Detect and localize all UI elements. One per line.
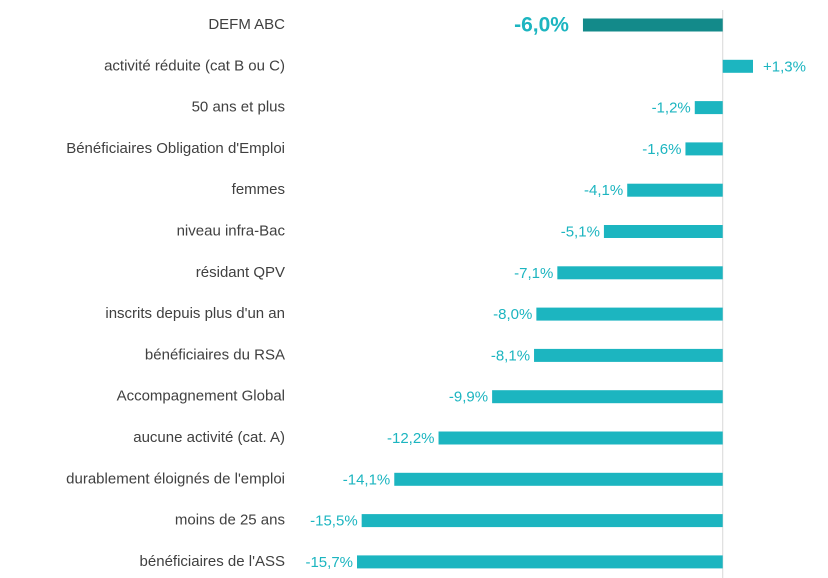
value-label: -15,7% xyxy=(305,554,353,571)
value-label: -1,2% xyxy=(652,100,691,117)
value-label: -14,1% xyxy=(343,471,391,488)
bar xyxy=(361,514,723,528)
bar xyxy=(603,225,723,238)
bar xyxy=(685,142,723,156)
category-label: moins de 25 ans xyxy=(175,512,285,529)
value-label: -5,1% xyxy=(561,223,600,240)
value-label: -6,0% xyxy=(514,14,569,37)
category-label: Bénéficiaires Obligation d'Emploi xyxy=(66,140,285,157)
value-label: -1,6% xyxy=(642,141,681,158)
value-label: -8,0% xyxy=(493,306,532,323)
value-label: +1,3% xyxy=(763,58,806,75)
category-label: aucune activité (cat. A) xyxy=(133,429,285,446)
bar xyxy=(694,101,723,115)
value-label: -15,5% xyxy=(310,513,358,530)
category-label: bénéficiaires du RSA xyxy=(145,346,285,363)
bar xyxy=(722,59,753,73)
value-label: -12,2% xyxy=(387,430,435,447)
bar xyxy=(534,348,723,362)
bar xyxy=(582,18,723,32)
value-label: -4,1% xyxy=(584,182,623,199)
bar xyxy=(492,390,723,404)
category-label: bénéficiaires de l'ASS xyxy=(140,553,285,570)
category-label: Accompagnement Global xyxy=(117,388,285,405)
category-label: femmes xyxy=(232,181,285,198)
bar xyxy=(557,266,723,280)
bar xyxy=(627,183,723,197)
category-label: inscrits depuis plus d'un an xyxy=(105,305,285,322)
value-label: -9,9% xyxy=(449,389,488,406)
category-label: DEFM ABC xyxy=(208,16,285,33)
category-label: résidant QPV xyxy=(196,264,285,281)
bar xyxy=(536,307,723,321)
value-label: -7,1% xyxy=(514,265,553,282)
bar xyxy=(357,555,723,569)
bar xyxy=(438,431,723,445)
category-label: 50 ans et plus xyxy=(192,99,285,116)
category-label: niveau infra-Bac xyxy=(177,222,286,239)
bar xyxy=(394,472,723,486)
category-label: durablement éloignés de l'emploi xyxy=(66,470,285,487)
category-label: activité réduite (cat B ou C) xyxy=(104,57,285,74)
value-label: -8,1% xyxy=(491,347,530,364)
